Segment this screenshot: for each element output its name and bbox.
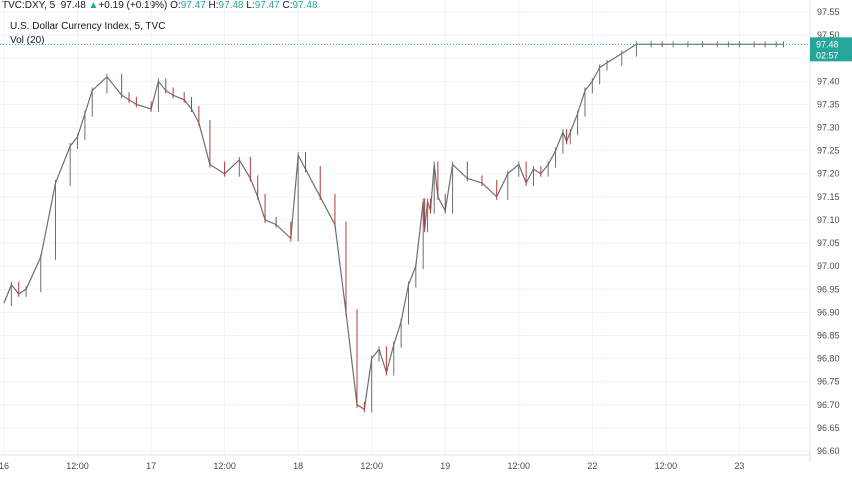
open-value: 97.47 — [180, 0, 206, 11]
high-value: 97.48 — [218, 0, 244, 11]
chart-title[interactable]: U.S. Dollar Currency Index, 5, TVC — [10, 21, 166, 32]
volume-indicator-label[interactable]: Vol (20) — [10, 35, 45, 46]
price-badge-value: 97.48 — [816, 39, 839, 49]
price-badge-timer: 02:57 — [816, 50, 839, 60]
y-tick-label: 97.50 — [817, 30, 840, 40]
price-axis[interactable]: 97.5597.5097.4597.4097.3597.3097.2597.20… — [817, 7, 840, 456]
y-tick-label: 97.40 — [817, 76, 840, 86]
y-tick-label: 97.35 — [817, 99, 840, 109]
x-tick-label: 12:00 — [213, 461, 236, 471]
y-tick-label: 97.20 — [817, 169, 840, 179]
y-tick-label: 97.00 — [817, 261, 840, 271]
change-value: +0.19 (+0.19%) — [98, 0, 168, 11]
symbol-header: TVC:DXY, 5 97.48 ▲+0.19 (+0.19%) O:97.47… — [2, 0, 318, 11]
close-label: C: — [282, 0, 293, 11]
y-tick-label: 97.25 — [817, 146, 840, 156]
last-price: 97.48 — [60, 0, 86, 11]
y-tick-label: 96.70 — [817, 400, 840, 410]
x-tick-label: 16 — [0, 461, 9, 471]
x-tick-label: 12:00 — [508, 461, 531, 471]
x-tick-label: 12:00 — [360, 461, 383, 471]
x-tick-label: 17 — [146, 461, 156, 471]
y-tick-label: 97.10 — [817, 215, 840, 225]
x-tick-label: 22 — [587, 461, 597, 471]
y-tick-label: 96.85 — [817, 330, 840, 340]
x-tick-label: 23 — [734, 461, 744, 471]
y-tick-label: 96.75 — [817, 377, 840, 387]
y-tick-label: 96.95 — [817, 284, 840, 294]
x-tick-label: 19 — [440, 461, 450, 471]
y-tick-label: 96.80 — [817, 354, 840, 364]
y-tick-label: 97.30 — [817, 123, 840, 133]
chart-grid — [0, 0, 810, 455]
y-tick-label: 97.55 — [817, 7, 840, 17]
y-tick-label: 97.05 — [817, 238, 840, 248]
time-axis[interactable]: 16 12:00 17 12:00 18 12:00 19 12:00 22 12:00 23 — [0, 461, 744, 471]
close-value: 97.48 — [292, 0, 318, 11]
change-up-icon: ▲ — [88, 0, 99, 11]
open-label: O: — [170, 0, 181, 11]
y-tick-label: 96.90 — [817, 307, 840, 317]
y-tick-label: 97.15 — [817, 192, 840, 202]
x-tick-label: 18 — [293, 461, 303, 471]
symbol-label[interactable]: TVC:DXY, 5 — [2, 0, 56, 11]
low-value: 97.47 — [254, 0, 280, 11]
low-label: L: — [246, 0, 255, 11]
y-tick-label: 96.60 — [817, 446, 840, 456]
price-series — [0, 41, 810, 413]
x-tick-label: 12:00 — [66, 461, 89, 471]
high-label: H: — [208, 0, 219, 11]
x-tick-label: 12:00 — [655, 461, 678, 471]
y-tick-label: 96.65 — [817, 423, 840, 433]
price-badge-bg — [810, 37, 852, 62]
